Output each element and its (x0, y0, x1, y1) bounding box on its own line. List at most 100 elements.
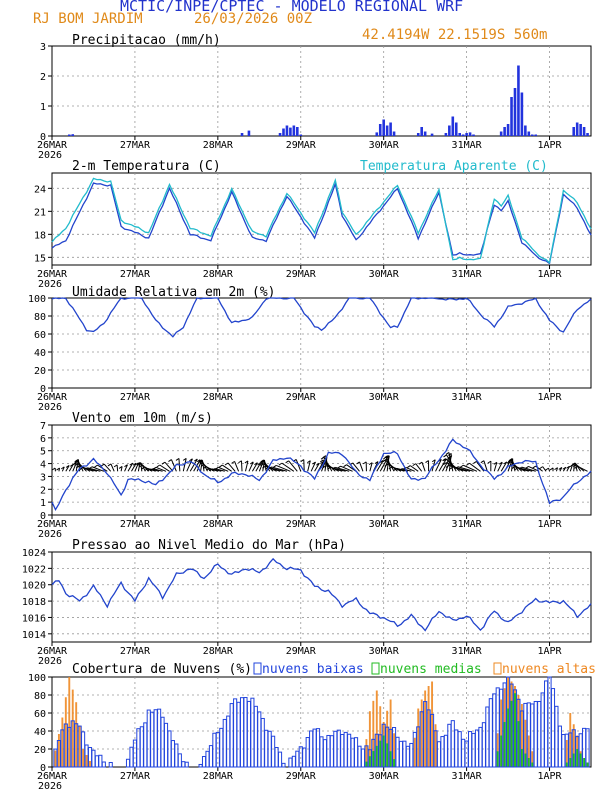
x-tick-label: 1APR (537, 771, 562, 782)
wind-arrow-head (189, 458, 193, 462)
wind-arrow (476, 461, 485, 472)
y-tick-label: 3 (40, 472, 46, 483)
y-tick-label: 20 (34, 745, 46, 756)
precip-bar (247, 130, 251, 136)
high-cloud-bar (61, 717, 64, 767)
precip-bar (534, 134, 538, 136)
y-tick-label: 0 (40, 132, 46, 143)
x-tick-label: 31MAR (452, 269, 483, 280)
high-cloud-bar (420, 699, 423, 767)
wind-arrow (227, 462, 236, 472)
mid-cloud-bar (375, 745, 378, 767)
precip-bar (375, 132, 379, 136)
wind-arrow (164, 461, 174, 472)
y-tick-label: 80 (34, 312, 46, 323)
panel-title: 2-m Temperatura (C) (72, 159, 221, 174)
precip-bar (472, 134, 475, 136)
mid-cloud-bar (565, 762, 568, 767)
wind-arrow-head (135, 462, 139, 466)
mid-cloud-bar (386, 743, 389, 767)
y-tick-label: 7 (40, 421, 46, 432)
mid-cloud-bar (389, 751, 392, 767)
wind-arrow (310, 461, 316, 472)
x-tick-label: 26MAR (37, 140, 68, 151)
x-tick-label: 27MAR (120, 140, 151, 151)
series-line-pressao (51, 557, 592, 632)
wind-arrow-head (144, 468, 149, 471)
wind-arrow-head (56, 467, 60, 471)
high-cloud-bar (527, 735, 530, 767)
wind-arrow (218, 466, 229, 472)
x-tick-label: 27MAR (120, 392, 151, 403)
wind-arrow (159, 464, 170, 472)
wind-arrow-head (214, 466, 219, 470)
y-tick-label: 1024 (22, 548, 46, 559)
y-tick-label: 1020 (22, 581, 46, 592)
wind-arrow-head (507, 461, 512, 465)
x-tick-label: 28MAR (203, 771, 234, 782)
wind-arrow-head (388, 466, 393, 470)
x-tick-label: 31MAR (452, 392, 483, 403)
x-tick-label: 29MAR (286, 140, 317, 151)
x-year-label: 2026 (38, 529, 62, 540)
wind-arrow-head (356, 461, 360, 465)
wind-arrow-head (285, 460, 289, 464)
high-cloud-bar (431, 681, 434, 767)
wind-arrow-head (249, 461, 254, 465)
wind-arrow (446, 454, 457, 472)
wind-arrow-head (129, 462, 134, 466)
wind-arrow-head (393, 467, 397, 471)
wind-arrow-head (219, 464, 223, 468)
precip-bar (420, 127, 423, 136)
wind-arrow-head (445, 452, 450, 455)
precip-bar (461, 134, 465, 136)
high-cloud-bar (496, 733, 499, 767)
panel-2: 26MAR 27MAR 28MAR 29MAR 30MAR 31MAR 1APR 2026 15… (34, 159, 592, 290)
y-tick-label: 15 (34, 253, 46, 264)
x-tick-label: 27MAR (120, 269, 151, 280)
wind-arrow (469, 462, 481, 472)
wind-arrow (248, 461, 254, 472)
wind-arrow-head (571, 462, 576, 466)
precip-bar (430, 133, 434, 136)
wind-arrow (330, 466, 346, 472)
panel-1: 26MAR 27MAR 28MAR 29MAR 30MAR 31MAR 1APR 2026 0 1… (37, 33, 592, 161)
high-cloud-bar (64, 697, 67, 767)
y-tick-label: 40 (34, 727, 46, 738)
wind-arrow-head (572, 462, 576, 466)
mid-cloud-bar (382, 735, 385, 767)
legend-label: nuvens altas (502, 662, 596, 677)
wind-arrow (295, 459, 302, 472)
wind-arrow-head (466, 462, 470, 466)
wind-arrow (352, 462, 360, 472)
wind-arrow (222, 464, 232, 472)
wind-arrow (91, 466, 105, 472)
x-tick-label: 31MAR (452, 646, 483, 657)
x-tick-label: 28MAR (203, 392, 234, 403)
wind-arrow-head (300, 459, 305, 462)
high-cloud-bar (372, 700, 375, 767)
station-coordinates: 42.4194W 22.1519S 560m (362, 27, 548, 43)
wind-arrow-head (562, 466, 567, 470)
wind-arrow-head (137, 462, 142, 465)
wind-arrow-head (549, 467, 554, 471)
precip-bar (289, 127, 292, 136)
y-tick-label: 1 (40, 498, 46, 509)
precip-bar (454, 122, 458, 136)
wind-arrow-head (337, 465, 341, 469)
x-year-label: 2026 (38, 402, 62, 413)
wind-arrow-head (532, 465, 536, 469)
mid-cloud-bar (379, 740, 382, 767)
y-tick-label: 0 (40, 763, 46, 774)
wind-arrow-head (138, 462, 142, 466)
high-cloud-bar (413, 737, 416, 767)
wind-arrow-head (487, 460, 492, 464)
run-time-label: 26/03/2026 00Z (194, 11, 313, 27)
x-tick-label: 29MAR (286, 392, 317, 403)
wind-arrow-head (343, 464, 347, 468)
precip-bar (586, 133, 589, 136)
high-cloud-bar (434, 724, 437, 767)
wind-arrow (314, 462, 320, 472)
high-cloud-bar (365, 739, 368, 767)
low-cloud-bar (585, 728, 590, 768)
